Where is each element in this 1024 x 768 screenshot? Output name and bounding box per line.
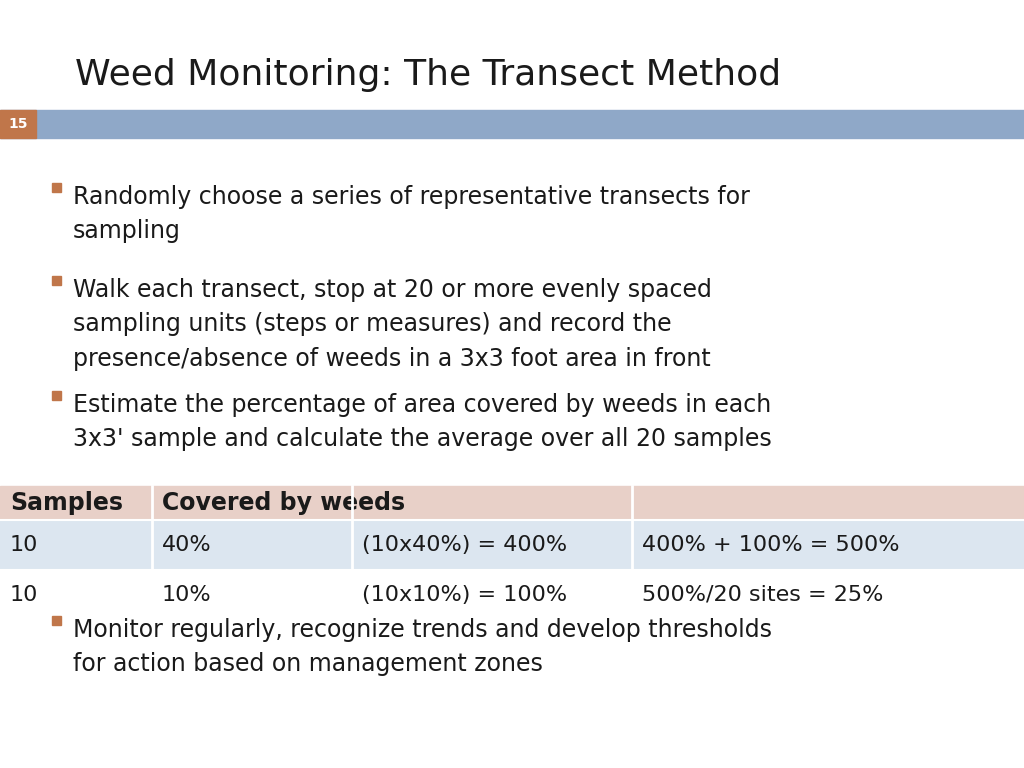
Text: (10x10%) = 100%: (10x10%) = 100%: [362, 585, 567, 605]
Text: 10: 10: [10, 585, 38, 605]
Text: (10x40%) = 400%: (10x40%) = 400%: [362, 535, 567, 555]
Text: Monitor regularly, recognize trends and develop thresholds
for action based on m: Monitor regularly, recognize trends and …: [73, 618, 772, 677]
Text: Randomly choose a series of representative transects for
sampling: Randomly choose a series of representati…: [73, 185, 750, 243]
Bar: [52, 276, 61, 285]
Bar: [52, 391, 61, 400]
Bar: [0, 486, 1024, 520]
Text: Covered by weeds: Covered by weeds: [162, 491, 406, 515]
Text: 10%: 10%: [162, 585, 212, 605]
Text: 400% + 100% = 500%: 400% + 100% = 500%: [642, 535, 899, 555]
Text: 10: 10: [10, 535, 38, 555]
Text: Walk each transect, stop at 20 or more evenly spaced
sampling units (steps or me: Walk each transect, stop at 20 or more e…: [73, 278, 712, 371]
Bar: [52, 616, 61, 625]
Bar: [0, 520, 1024, 570]
Text: Samples: Samples: [10, 491, 123, 515]
Bar: [0, 570, 1024, 620]
Bar: [0, 110, 1024, 138]
Text: 40%: 40%: [162, 535, 212, 555]
Text: Estimate the percentage of area covered by weeds in each
3x3' sample and calcula: Estimate the percentage of area covered …: [73, 393, 772, 452]
Bar: [0, 110, 36, 138]
Text: 500%/20 sites = 25%: 500%/20 sites = 25%: [642, 585, 884, 605]
Bar: [52, 183, 61, 192]
Text: Weed Monitoring: The Transect Method: Weed Monitoring: The Transect Method: [75, 58, 781, 92]
Text: 15: 15: [8, 117, 28, 131]
